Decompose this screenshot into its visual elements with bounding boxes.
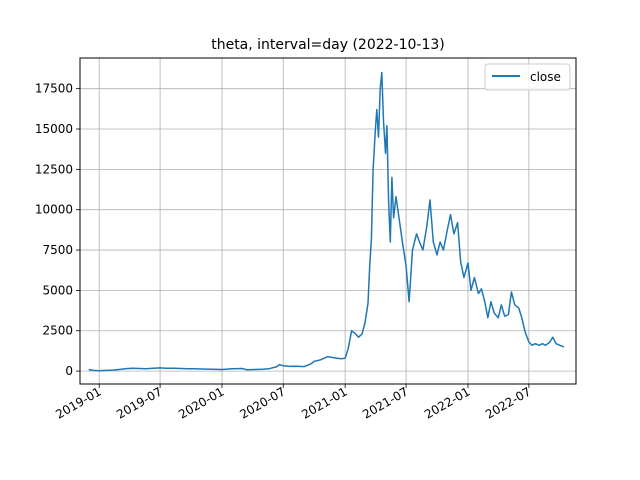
y-tick-label: 17500 bbox=[35, 82, 73, 96]
legend-label-close: close bbox=[530, 70, 561, 84]
y-tick-label: 7500 bbox=[42, 243, 73, 257]
chart-title: theta, interval=day (2022-10-13) bbox=[211, 37, 445, 53]
y-tick-label: 12500 bbox=[35, 162, 73, 176]
y-axis: 0 2500 5000 7500 10000 12500 15000 17500 bbox=[35, 82, 80, 378]
axes-frame bbox=[79, 57, 577, 385]
legend: close bbox=[484, 63, 571, 91]
y-tick-label: 5000 bbox=[42, 283, 73, 297]
y-tick-label: 10000 bbox=[35, 203, 73, 217]
series-line-close bbox=[88, 71, 565, 372]
y-tick-label: 15000 bbox=[35, 122, 73, 136]
plot-area bbox=[88, 71, 565, 372]
grid bbox=[80, 58, 576, 384]
y-tick-label: 0 bbox=[65, 364, 73, 378]
legend-box bbox=[484, 63, 571, 91]
y-tick-label: 2500 bbox=[42, 324, 73, 338]
